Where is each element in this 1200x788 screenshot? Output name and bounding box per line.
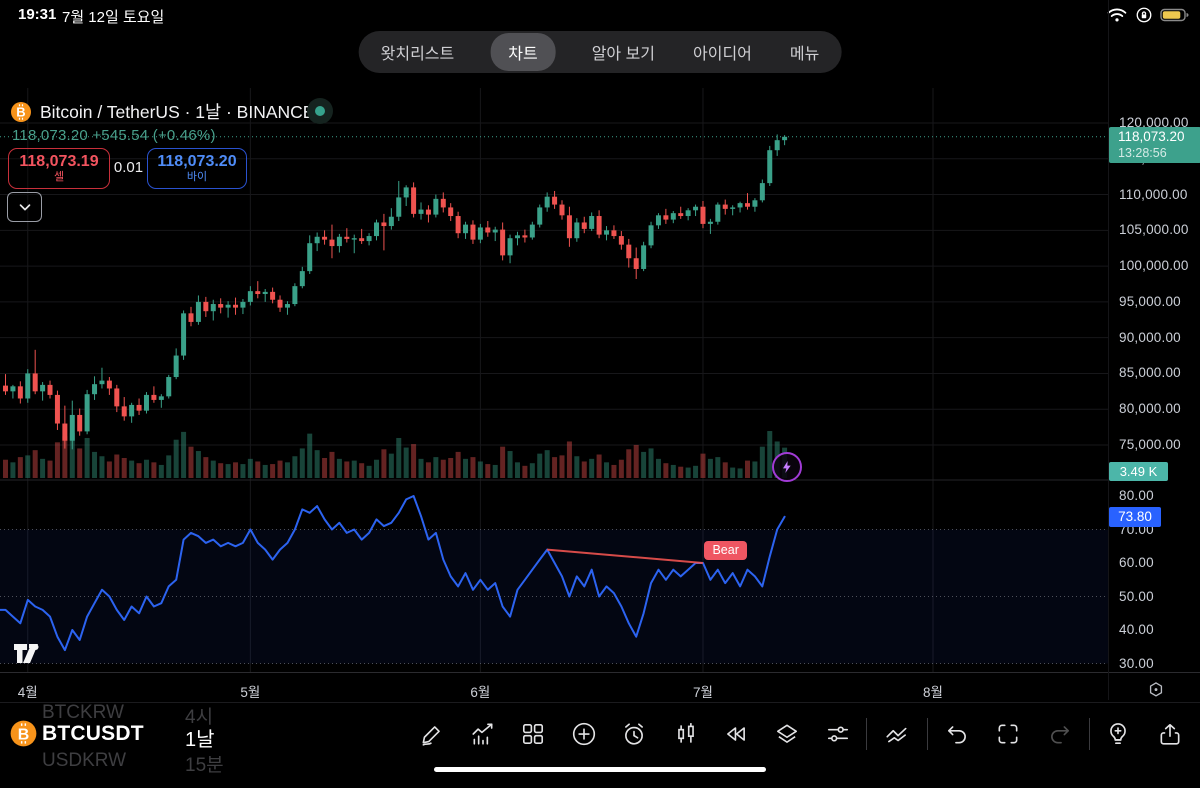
sell-label: 셀	[53, 170, 65, 183]
toolbar-divider	[1089, 718, 1090, 750]
rsi-axis-label: 40.00	[1119, 622, 1154, 637]
sell-price: 118,073.19	[19, 152, 99, 170]
orientation-lock-icon	[1135, 6, 1153, 24]
wifi-icon	[1106, 7, 1128, 23]
undo-icon[interactable]	[944, 721, 970, 747]
active-interval: 1날	[185, 729, 215, 751]
market-status-button[interactable]	[307, 98, 333, 124]
active-symbol: BTCUSDT	[42, 722, 144, 745]
header-price: 118,073.20	[12, 127, 88, 144]
toolbar-divider	[927, 718, 928, 750]
tab-explore[interactable]: 알아 보기	[591, 46, 656, 63]
svg-text:B: B	[18, 726, 30, 743]
quick-action-button[interactable]	[772, 452, 802, 482]
price-summary: 118,073.20 +545.54 (+0.46%)	[12, 127, 216, 144]
market-open-dot-icon	[315, 106, 325, 116]
idea-icon[interactable]	[1105, 721, 1131, 747]
fullscreen-icon[interactable]	[995, 721, 1021, 747]
last-price-value: 118,073.20	[1118, 128, 1185, 144]
svg-text:B: B	[16, 104, 25, 119]
spread-value: 0.01	[113, 159, 144, 176]
picker-interval: 4시	[185, 707, 214, 728]
chart-type-icon[interactable]	[673, 721, 699, 747]
header-change-pct: (+0.46%)	[152, 127, 216, 144]
add-icon[interactable]	[571, 721, 597, 747]
price-axis-label: 85,000.00	[1119, 365, 1181, 381]
picker-symbol: USDKRW	[42, 750, 127, 771]
price-axis-label: 110,000.00	[1119, 186, 1188, 202]
rsi-axis-label: 50.00	[1119, 588, 1154, 604]
picker-interval: 15분	[185, 755, 224, 776]
status-bar: 19:31 7월 12일 토요일	[0, 6, 1200, 28]
compare-icon[interactable]	[884, 721, 910, 747]
volume-chip: 3.49 K	[1109, 462, 1168, 481]
tab-chart[interactable]: 차트	[490, 33, 556, 71]
tab-menu[interactable]: 메뉴	[789, 46, 820, 63]
buy-label: 바이	[186, 170, 208, 183]
status-date: 7월 12일 토요일	[62, 9, 165, 26]
top-nav-tabs: 왓치리스트 차트 알아 보기 아이디어 메뉴	[358, 31, 842, 73]
chart-settings-icon[interactable]	[825, 721, 851, 747]
time-axis-label: 6월	[470, 685, 491, 700]
chart-layout-icon[interactable]	[520, 721, 546, 747]
last-price-chip: 118,073.20 13:28:56	[1109, 126, 1200, 163]
rsi-axis-label: 80.00	[1119, 488, 1154, 503]
share-icon[interactable]	[1157, 721, 1183, 747]
draw-icon[interactable]	[419, 721, 445, 747]
buy-price: 118,073.20	[157, 152, 237, 170]
price-axis-label: 80,000.00	[1119, 401, 1181, 417]
rsi-axis-label: 60.00	[1119, 555, 1154, 570]
price-axis-label: 95,000.00	[1119, 293, 1181, 309]
rsi-axis-label: 30.00	[1119, 655, 1154, 671]
symbol-header[interactable]: B Bitcoin / TetherUS · 1날 · BINANCE	[10, 99, 314, 124]
bar-countdown: 13:28:56	[1118, 145, 1167, 160]
toolbar-divider	[866, 718, 867, 750]
picker-symbol: BTCKRW	[42, 702, 124, 723]
bar-replay-icon[interactable]	[723, 721, 749, 747]
chevron-down-icon	[16, 198, 34, 216]
expand-panel-button[interactable]	[7, 192, 42, 222]
price-axis[interactable]: 118,073.20 13:28:56 3.49 K 73.80 120,000…	[1108, 0, 1200, 700]
time-axis-label: 5월	[240, 685, 261, 700]
rsi-value-chip: 73.80	[1109, 506, 1161, 527]
chart-settings-quick-icon[interactable]	[1146, 680, 1166, 700]
price-axis-label: 105,000.00	[1119, 222, 1189, 238]
time-axis-label: 8월	[923, 685, 943, 700]
time-axis-label: 4월	[17, 685, 38, 700]
lightning-icon	[779, 459, 795, 475]
picker-row-next[interactable]: USDKRW 15분	[42, 750, 302, 776]
price-axis-label: 120,000.00	[1119, 115, 1189, 130]
bear-divergence-label[interactable]: Bear	[704, 541, 747, 560]
tab-watchlist[interactable]: 왓치리스트	[380, 46, 455, 63]
header-change: +545.54	[92, 127, 149, 144]
bitcoin-icon: B	[10, 720, 37, 747]
price-axis-label: 100,000.00	[1119, 258, 1189, 274]
status-time: 19:31	[18, 6, 57, 23]
picker-row-active[interactable]: B BTCUSDT 1날	[0, 720, 260, 751]
symbol-title: Bitcoin / TetherUS · 1날 · BINANCE	[40, 102, 315, 122]
object-tree-icon[interactable]	[774, 721, 800, 747]
time-axis-label: 7월	[693, 685, 713, 700]
sell-button[interactable]: 118,073.19 셀	[8, 148, 110, 189]
chart-plot[interactable]	[0, 88, 1108, 672]
tradingview-logo[interactable]	[13, 643, 43, 664]
picker-row-prev[interactable]: BTCKRW 4시	[42, 702, 302, 728]
redo-icon[interactable]	[1047, 721, 1073, 747]
tab-ideas[interactable]: 아이디어	[693, 46, 752, 63]
time-axis[interactable]: 4월 5월 6월 7월 8월	[0, 672, 1200, 703]
indicators-icon[interactable]	[470, 721, 496, 747]
battery-icon	[1160, 7, 1190, 23]
alert-icon[interactable]	[621, 721, 647, 747]
home-indicator[interactable]	[434, 767, 766, 772]
price-axis-label: 90,000.00	[1119, 329, 1181, 345]
buy-button[interactable]: 118,073.20 바이	[147, 148, 247, 189]
bitcoin-icon: B	[10, 101, 32, 123]
price-axis-label: 75,000.00	[1119, 437, 1181, 452]
